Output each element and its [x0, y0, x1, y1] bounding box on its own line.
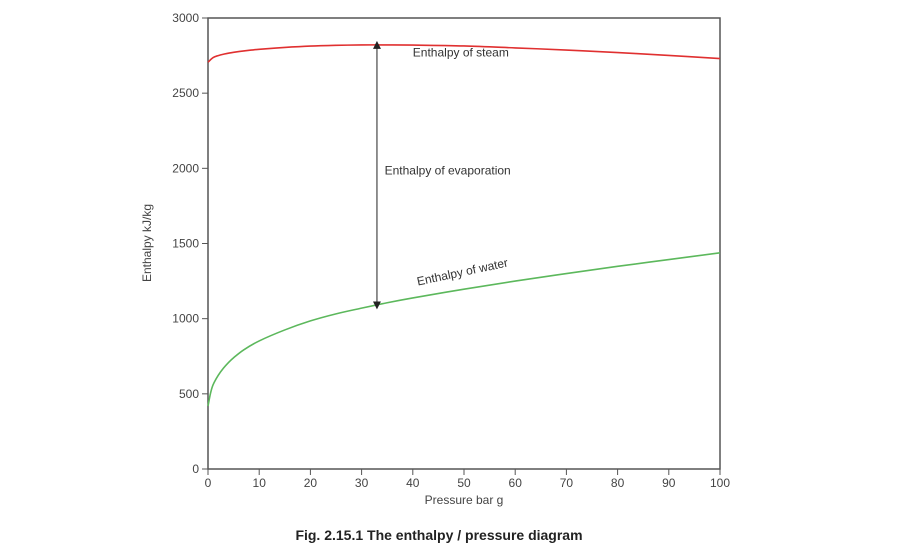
x-tick-label: 0: [205, 476, 212, 490]
y-tick-label: 0: [192, 462, 199, 476]
x-tick-label: 70: [560, 476, 574, 490]
figure-caption: Fig. 2.15.1 The enthalpy / pressure diag…: [295, 527, 582, 543]
x-tick-label: 40: [406, 476, 420, 490]
y-tick-label: 2000: [172, 161, 199, 175]
y-axis-ticks: 0 500 1000 1500 2000 2500 3000: [172, 11, 208, 476]
series-group: [207, 44, 721, 407]
x-tick-label: 60: [509, 476, 523, 490]
y-axis-label: Enthalpy kJ/kg: [140, 204, 154, 282]
x-axis-label: Pressure bar g: [425, 493, 504, 507]
y-tick-label: 1000: [172, 312, 199, 326]
x-axis-ticks: 0 10 20 30 40 50 60 70 80 90 100: [205, 469, 730, 490]
series-line-enthalpy-of-water: [207, 252, 721, 407]
plot-border: [207, 17, 721, 470]
annotation-group: Enthalpy of steam Enthalpy of evaporation…: [372, 40, 511, 310]
y-tick-label: 3000: [172, 11, 199, 25]
y-tick-label: 1500: [172, 237, 199, 251]
annotation-enthalpy-of-steam: Enthalpy of steam: [413, 45, 509, 59]
x-tick-label: 90: [662, 476, 676, 490]
x-tick-label: 20: [304, 476, 318, 490]
x-tick-label: 50: [457, 476, 471, 490]
x-tick-label: 80: [611, 476, 625, 490]
series-line-enthalpy-of-steam: [207, 44, 721, 63]
plot-frame: [207, 17, 721, 470]
y-tick-label: 2500: [172, 86, 199, 100]
x-tick-label: 10: [253, 476, 267, 490]
x-tick-label: 30: [355, 476, 369, 490]
annotation-enthalpy-of-evaporation: Enthalpy of evaporation: [385, 163, 511, 177]
x-tick-label: 100: [710, 476, 730, 490]
y-tick-label: 500: [179, 387, 199, 401]
